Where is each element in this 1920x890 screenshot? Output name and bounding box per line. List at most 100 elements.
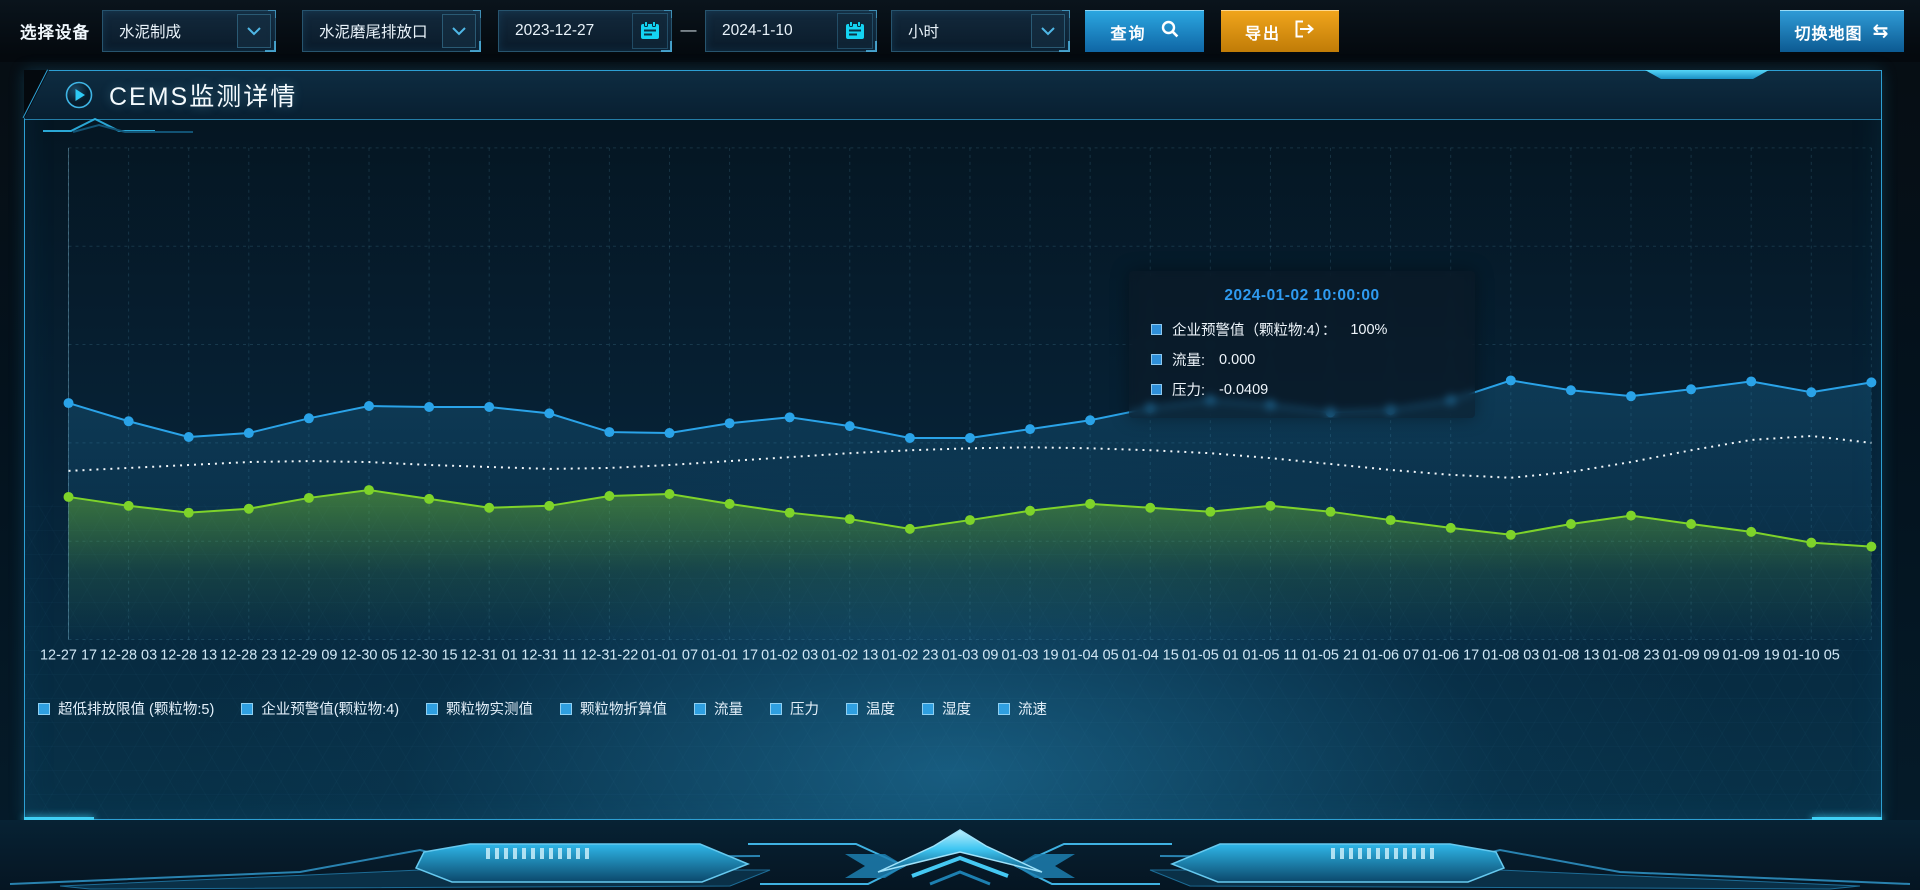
header-notch-accent xyxy=(1645,70,1769,79)
svg-text:12-28 13: 12-28 13 xyxy=(160,647,217,663)
chevron-down-icon[interactable] xyxy=(1031,14,1065,48)
tooltip-row-label: 流量: xyxy=(1172,353,1206,369)
legend-label: 超低排放限值 (颗粒物:5) xyxy=(58,702,215,718)
header-corner-cut xyxy=(24,70,49,119)
legend-marker-icon xyxy=(560,702,573,715)
svg-text:12-31 11: 12-31 11 xyxy=(521,647,577,663)
series-marker-icon xyxy=(1151,354,1162,365)
interval-select[interactable]: 小时 xyxy=(891,10,1070,52)
legend-item[interactable]: 压力 xyxy=(770,698,819,719)
svg-text:12-29 09: 12-29 09 xyxy=(280,647,337,663)
export-icon xyxy=(1295,20,1315,43)
svg-text:01-01 07: 01-01 07 xyxy=(641,647,698,663)
end-date-picker[interactable]: 2024-1-10 xyxy=(705,10,877,52)
svg-text:01-02 23: 01-02 23 xyxy=(881,647,938,663)
svg-text:01-06 17: 01-06 17 xyxy=(1422,647,1479,663)
svg-text:01-02 13: 01-02 13 xyxy=(821,647,878,663)
tooltip-row-label: 企业预警值（颗粒物:4）： xyxy=(1172,323,1337,339)
legend-label: 温度 xyxy=(866,702,896,718)
interval-value: 小时 xyxy=(908,24,940,41)
legend-marker-icon xyxy=(846,702,859,715)
legend-marker-icon xyxy=(922,702,935,715)
legend-marker-icon xyxy=(38,702,50,715)
tooltip-row-value: -0.0409 xyxy=(1219,381,1269,398)
device-type-value: 水泥制成 xyxy=(119,24,182,41)
outlet-value: 水泥磨尾排放口 xyxy=(319,24,428,41)
legend-label: 颗粒物实测值 xyxy=(446,702,534,718)
tooltip-row-value: 0.000 xyxy=(1219,351,1256,368)
panel-header: CEMS监测详情 xyxy=(22,69,1881,133)
legend-label: 湿度 xyxy=(942,702,972,718)
svg-text:12-28 03: 12-28 03 xyxy=(100,647,157,663)
legend-item[interactable]: 超低排放限值 (颗粒物:5) xyxy=(38,698,214,719)
header-zigzag-accent xyxy=(43,117,193,133)
series-marker-icon xyxy=(1151,324,1162,335)
legend-marker-icon xyxy=(241,702,254,715)
legend-label: 企业预警值(颗粒物:4) xyxy=(261,702,400,718)
svg-text:12-28 23: 12-28 23 xyxy=(220,647,277,663)
tooltip-title: 2024-01-02 10:00:00 xyxy=(1224,287,1380,304)
query-button[interactable]: 查询 xyxy=(1085,10,1204,52)
toolbar: 选择设备 水泥制成 水泥磨尾排放口 2023-12-27 xyxy=(0,0,1920,62)
chevron-down-icon[interactable] xyxy=(442,14,476,48)
switch-map-button[interactable]: 切换地图 ⇆ xyxy=(1780,10,1904,52)
svg-text:01-01 17: 01-01 17 xyxy=(701,647,758,663)
svg-text:12-30 15: 12-30 15 xyxy=(401,647,458,663)
legend-label: 压力 xyxy=(790,702,820,718)
tooltip-row: 流量: 0.000 xyxy=(1151,349,1453,370)
tooltip-row: 企业预警值（颗粒物:4）： 100% xyxy=(1151,319,1453,340)
chart-tooltip: 2024-01-02 10:00:00 企业预警值（颗粒物:4）： 100% 流… xyxy=(1129,271,1475,418)
export-button-label: 导出 xyxy=(1244,25,1281,43)
legend-item[interactable]: 流量 xyxy=(694,698,743,719)
date-range-separator: — xyxy=(680,22,697,39)
svg-text:01-04 15: 01-04 15 xyxy=(1122,647,1179,663)
tooltip-row-label: 压力: xyxy=(1172,383,1206,399)
svg-text:01-10 05: 01-10 05 xyxy=(1783,647,1840,663)
switch-map-label: 切换地图 xyxy=(1794,25,1863,43)
calendar-icon[interactable] xyxy=(632,13,668,49)
svg-text:01-03 09: 01-03 09 xyxy=(941,647,998,663)
legend-item[interactable]: 流速 xyxy=(998,698,1047,719)
svg-text:01-05 11: 01-05 11 xyxy=(1242,647,1298,663)
panel-title: CEMS监测详情 xyxy=(109,83,298,111)
svg-text:12-31 01: 12-31 01 xyxy=(461,647,518,663)
legend-marker-icon xyxy=(770,702,783,715)
legend-label: 流量 xyxy=(714,702,744,718)
svg-text:12-31-22: 12-31-22 xyxy=(580,647,638,663)
svg-text:01-09 19: 01-09 19 xyxy=(1723,647,1780,663)
legend-item[interactable]: 颗粒物实测值 xyxy=(426,698,533,719)
tooltip-row: 压力: -0.0409 xyxy=(1151,379,1453,400)
search-icon xyxy=(1161,20,1179,43)
svg-text:01-08 13: 01-08 13 xyxy=(1542,647,1599,663)
swap-arrows-icon: ⇆ xyxy=(1872,21,1890,42)
legend-item[interactable]: 企业预警值(颗粒物:4) xyxy=(241,698,399,719)
legend-marker-icon xyxy=(998,702,1011,715)
legend-marker-icon xyxy=(694,702,707,715)
bottom-decoration xyxy=(0,820,1920,890)
svg-text:01-05 21: 01-05 21 xyxy=(1302,647,1359,663)
device-type-select[interactable]: 水泥制成 xyxy=(102,10,276,52)
start-date-value: 2023-12-27 xyxy=(515,22,595,39)
legend-item[interactable]: 颗粒物折算值 xyxy=(560,698,667,719)
svg-text:01-04 05: 01-04 05 xyxy=(1062,647,1119,663)
chevron-down-icon[interactable] xyxy=(237,14,271,48)
chart-area: 12-27 17 12-28 03 12-28 13 12-28 23 12-29 09… xyxy=(25,119,1881,819)
export-button[interactable]: 导出 xyxy=(1221,10,1339,52)
legend-item[interactable]: 温度 xyxy=(846,698,895,719)
play-icon xyxy=(65,81,93,109)
legend-item[interactable]: 湿度 xyxy=(922,698,971,719)
svg-text:01-08 23: 01-08 23 xyxy=(1602,647,1659,663)
chart-legend: 超低排放限值 (颗粒物:5) 企业预警值(颗粒物:4) 颗粒物实测值 颗粒物折算值 流量… xyxy=(38,698,1047,719)
bottom-decoration-art xyxy=(9,829,1911,890)
svg-text:01-06 07: 01-06 07 xyxy=(1362,647,1419,663)
outlet-select[interactable]: 水泥磨尾排放口 xyxy=(302,10,481,52)
cems-chart[interactable]: 12-27 17 12-28 03 12-28 13 12-28 23 12-29 09… xyxy=(25,119,1881,819)
legend-label: 流速 xyxy=(1018,702,1048,718)
start-date-picker[interactable]: 2023-12-27 xyxy=(498,10,672,52)
end-date-value: 2024-1-10 xyxy=(722,22,793,39)
legend-label: 颗粒物折算值 xyxy=(580,702,668,718)
svg-text:12-27 17: 12-27 17 xyxy=(40,647,97,663)
query-button-label: 查询 xyxy=(1110,25,1147,43)
calendar-icon[interactable] xyxy=(837,13,873,49)
